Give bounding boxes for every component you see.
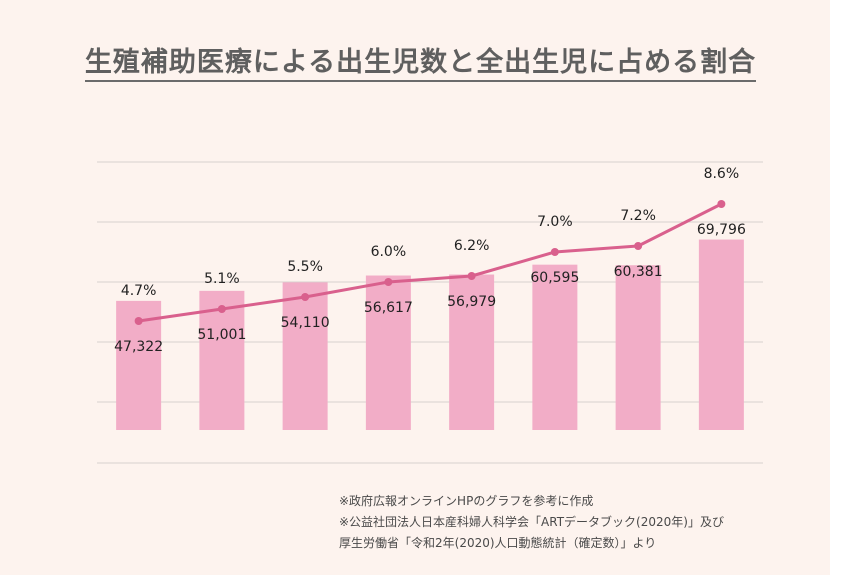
line-point-2 [301,293,310,301]
source-notes: ※政府広報オンラインHPのグラフを参考に作成 ※公益社団法人日本産科婦人科学会「… [339,491,724,554]
bar-7 [698,239,744,430]
line-point-7 [717,200,726,208]
bar-value-label-7: 69,796 [697,222,746,238]
bar-3 [365,275,411,430]
line-point-6 [634,242,643,250]
note-line-2: ※公益社団法人日本産科婦人科学会「ARTデータブック(2020年)」及び [339,515,724,529]
percent-label-1: 5.1% [204,271,240,287]
note-line-1: ※政府広報オンラインHPのグラフを参考に作成 [339,494,594,508]
percent-label-6: 7.2% [620,208,656,224]
bar-value-label-2: 54,110 [281,315,330,331]
line-point-0 [134,317,143,325]
percent-label-4: 6.2% [454,238,490,254]
line-point-3 [384,278,393,286]
percent-label-3: 6.0% [371,244,407,260]
bar-value-label-1: 51,001 [197,327,246,343]
note-line-3: 厚生労働省「令和2年(2020)人口動態統計（確定数）」より [339,536,657,550]
percent-line [138,202,723,323]
bar-value-label-6: 60,381 [614,264,663,280]
percent-label-0: 4.7% [121,283,157,299]
percent-label-7: 8.6% [704,166,740,182]
bar-value-label-0: 47,322 [114,339,163,355]
chart-title: 生殖補助医療による出生児数と全出生児に占める割合 [0,40,841,82]
bar-5 [532,264,578,430]
chart-title-text: 生殖補助医療による出生児数と全出生児に占める割合 [84,47,757,82]
line-point-4 [467,272,476,280]
percent-label-2: 5.5% [287,259,323,275]
bar-4 [449,274,495,430]
bar-6 [615,265,661,430]
line-point-1 [217,305,226,313]
bar-value-label-3: 56,617 [364,300,413,316]
bar-1 [199,290,245,430]
line-point-5 [550,248,559,256]
bar-2 [282,282,328,430]
percent-label-5: 7.0% [537,214,573,230]
bar-value-label-4: 56,979 [447,294,496,310]
bar-value-label-5: 60,595 [530,270,579,286]
